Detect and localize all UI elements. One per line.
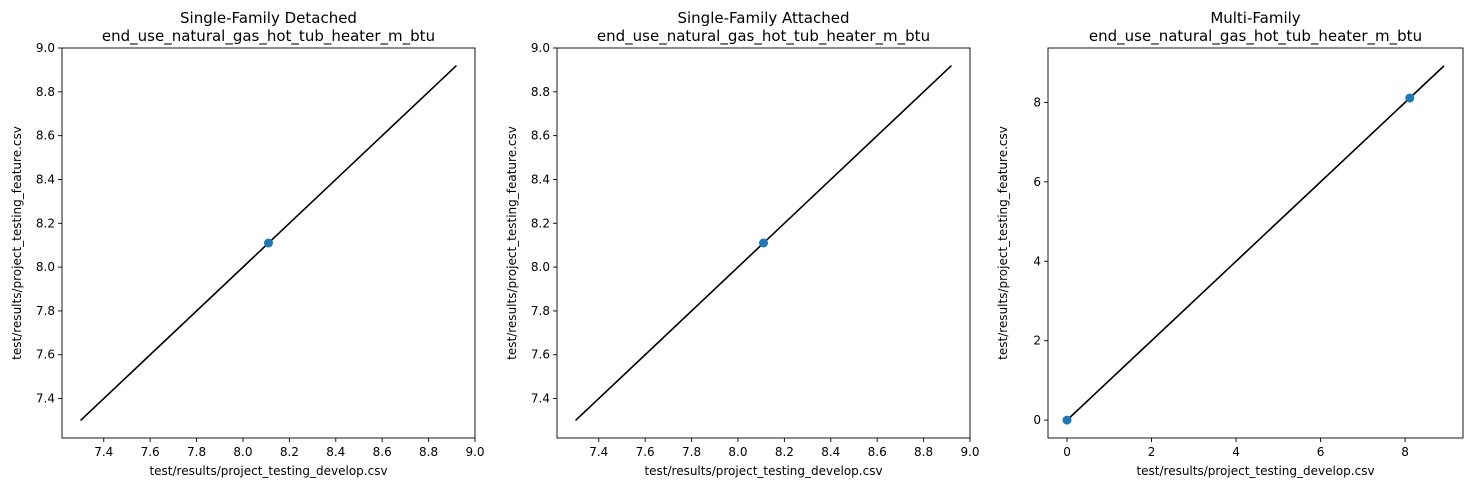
chart-title-line-1: Single-Family Detached [180,9,357,27]
y-tick-label: 8.4 [531,172,550,186]
chart-title-line-1: Single-Family Attached [677,9,849,27]
x-tick-label: 0 [1063,445,1071,459]
x-tick-label: 6 [1317,445,1325,459]
y-tick-label: 8.0 [531,260,550,274]
x-tick-label: 7.6 [141,445,160,459]
axes-frame [1047,47,1464,439]
x-tick-label: 8.6 [373,445,392,459]
subplot-1: 7.4 7.6 7.8 8.0 8.2 8.4 8.6 8.8 9.0 7.4 7.6 7.8 8.0 8… [10,9,485,478]
y-tick-label: 8.6 [531,129,550,143]
chart-title-line-2: end_use_natural_gas_hot_tub_heater_m_btu [1089,27,1422,46]
x-tick-label: 8.8 [914,445,933,459]
y-axis-label: test/results/project_testing_feature.csv [996,126,1010,360]
x-tick-label: 2 [1148,445,1156,459]
x-axis-label: test/results/project_testing_develop.csv [149,464,387,478]
y-tick-label: 7.4 [531,392,550,406]
subplot-3: 0 2 4 6 8 0 2 4 6 8 Multi-Familyend_use_natural_ga… [996,9,1464,478]
x-axis-label: test/results/project_testing_develop.csv [644,464,882,478]
axes-frame [556,47,971,439]
x-tick-label: 8.2 [775,445,794,459]
x-tick-label: 7.4 [94,445,113,459]
y-tick-label: 8.6 [36,129,55,143]
data-point-1 [264,238,273,248]
y-tick-label: 9.0 [36,41,55,55]
y-tick-label: 7.4 [36,392,55,406]
y-tick-label: 7.8 [36,304,55,318]
y-tick-label: 8.2 [36,216,55,230]
y-tick-label: 8.2 [531,216,550,230]
y-axis-label: test/results/project_testing_feature.csv [505,126,519,360]
chart-title-line-2: end_use_natural_gas_hot_tub_heater_m_btu [102,27,435,46]
y-tick-label: 7.6 [36,348,55,362]
x-tick-label: 8.0 [233,445,252,459]
x-tick-label: 8 [1401,445,1409,459]
y-tick-label: 7.8 [531,304,550,318]
x-tick-label: 8.4 [326,445,345,459]
chart-title-line-2: end_use_natural_gas_hot_tub_heater_m_btu [597,27,930,46]
axes-frame [61,47,476,439]
y-axis-label: test/results/project_testing_feature.csv [10,126,24,360]
y-tick-label: 8.8 [36,85,55,99]
x-tick-label: 8.2 [280,445,299,459]
chart-title-line-1: Multi-Family [1210,9,1300,27]
y-tick-label: 4 [1033,254,1041,268]
y-tick-label: 8 [1033,95,1041,109]
y-tick-label: 7.6 [531,348,550,362]
reference-line [1066,65,1445,421]
x-axis-label: test/results/project_testing_develop.csv [1136,464,1374,478]
x-tick-label: 7.4 [589,445,608,459]
subplot-2: 7.4 7.6 7.8 8.0 8.2 8.4 8.6 8.8 9.0 7.4 7.6 7.8 8.0 8… [505,9,980,478]
y-tick-label: 8.8 [531,85,550,99]
y-tick-label: 9.0 [531,41,550,55]
x-tick-label: 8.6 [868,445,887,459]
y-tick-label: 2 [1033,334,1041,348]
x-tick-label: 9.0 [960,445,979,459]
x-tick-label: 7.8 [682,445,701,459]
y-tick-label: 8.4 [36,172,55,186]
data-point-2 [1405,93,1415,103]
x-tick-label: 7.8 [187,445,206,459]
data-point-1 [759,238,768,248]
x-tick-label: 8.0 [728,445,747,459]
data-point-1 [1062,415,1072,425]
y-tick-label: 8.0 [36,260,55,274]
x-tick-label: 9.0 [465,445,484,459]
y-tick-label: 0 [1033,413,1041,427]
y-tick-label: 6 [1033,175,1041,189]
x-tick-label: 8.8 [419,445,438,459]
x-tick-label: 8.4 [821,445,840,459]
x-tick-label: 4 [1232,445,1240,459]
x-tick-label: 7.6 [636,445,655,459]
